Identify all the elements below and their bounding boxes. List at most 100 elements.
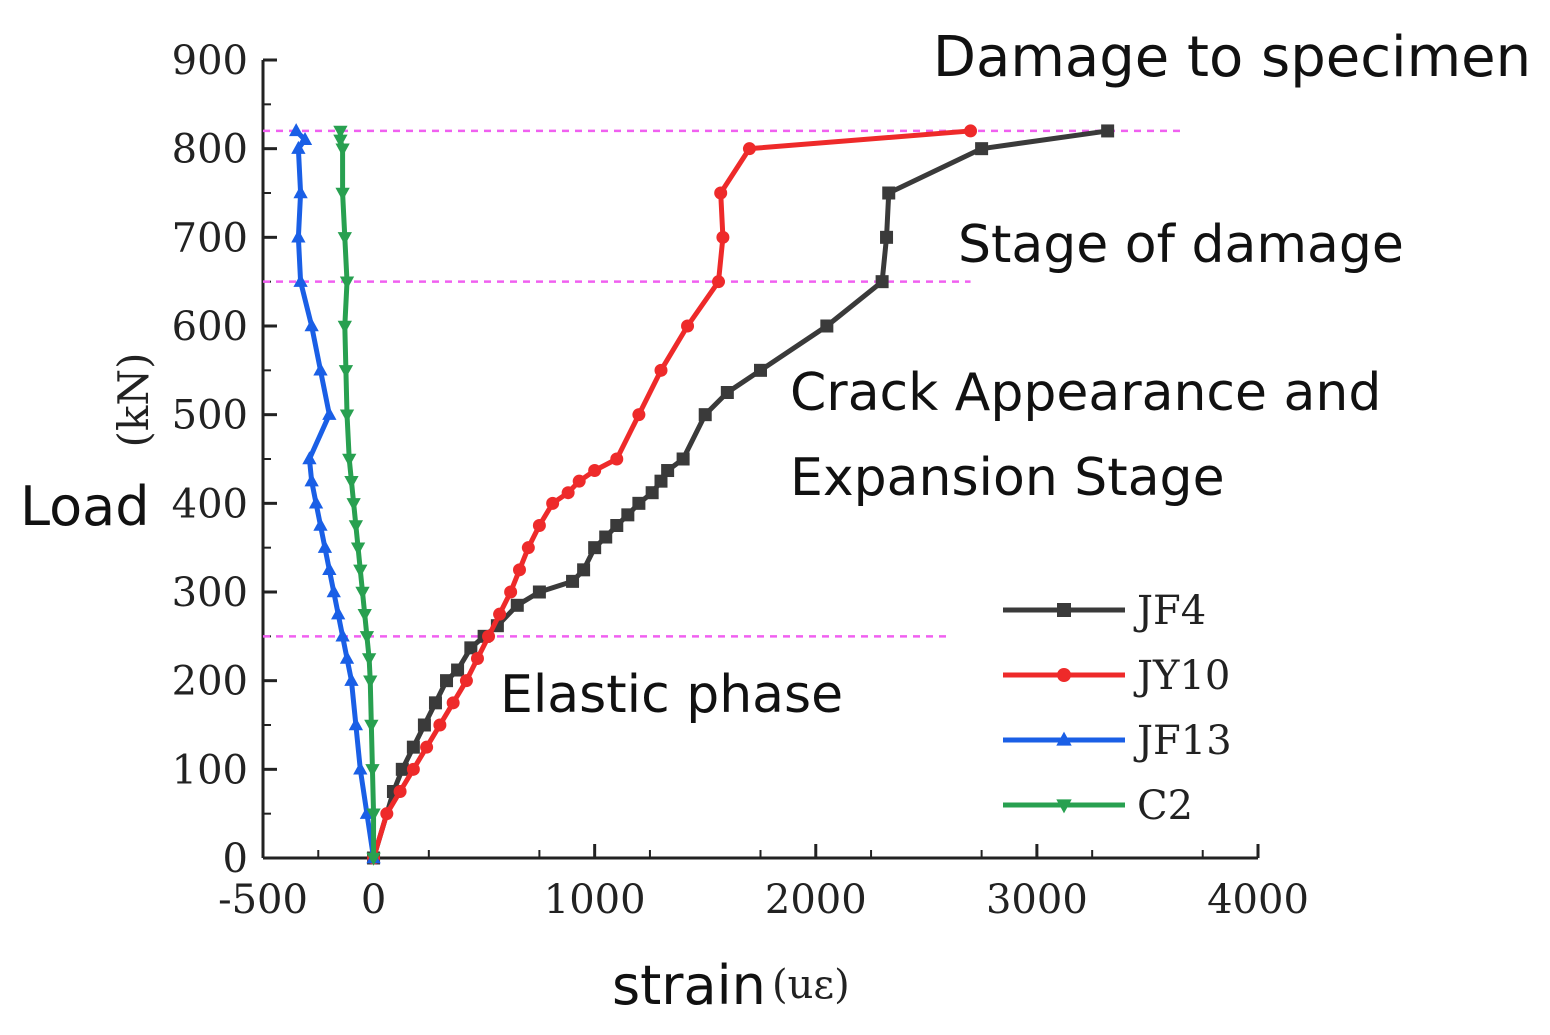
data-point bbox=[588, 464, 602, 478]
legend-label: JY10 bbox=[1133, 653, 1230, 699]
data-point bbox=[350, 542, 366, 556]
data-point bbox=[406, 762, 420, 776]
x-tick-label: 3000 bbox=[986, 877, 1088, 923]
data-point bbox=[313, 362, 328, 376]
x-axis-unit: (uε) bbox=[772, 962, 850, 1008]
data-point bbox=[291, 229, 306, 243]
data-point bbox=[322, 406, 337, 420]
data-point bbox=[346, 498, 361, 512]
series-jf13 bbox=[289, 123, 381, 864]
annotation-elastic-phase: Elastic phase bbox=[500, 665, 843, 725]
legend-item-jf4: JF4 bbox=[1003, 588, 1206, 634]
data-point bbox=[470, 652, 484, 665]
data-point bbox=[335, 187, 350, 201]
data-point bbox=[302, 451, 317, 465]
data-point bbox=[308, 495, 324, 509]
data-point bbox=[361, 653, 377, 667]
data-point bbox=[504, 585, 518, 599]
data-point bbox=[304, 318, 319, 332]
series-line bbox=[294, 129, 377, 859]
data-point bbox=[610, 452, 624, 466]
series-line bbox=[371, 128, 971, 859]
data-point bbox=[493, 607, 507, 621]
data-point bbox=[344, 475, 359, 489]
y-tick-label: 500 bbox=[172, 393, 248, 439]
data-point bbox=[714, 186, 728, 200]
data-point bbox=[698, 408, 712, 422]
y-tick-label: 300 bbox=[172, 570, 248, 616]
legend-label: JF4 bbox=[1133, 588, 1206, 634]
y-tick-label: 400 bbox=[172, 481, 248, 527]
data-point bbox=[339, 409, 355, 423]
x-tick-label: 0 bbox=[361, 877, 386, 923]
data-point bbox=[366, 808, 381, 822]
data-point bbox=[459, 674, 473, 688]
data-point bbox=[464, 641, 478, 655]
x-tick-label: 2000 bbox=[765, 877, 867, 923]
y-axis-unit: (kN) bbox=[109, 353, 158, 448]
data-point bbox=[572, 474, 586, 488]
data-point bbox=[417, 718, 431, 732]
data-point bbox=[420, 740, 434, 754]
data-point bbox=[621, 508, 635, 522]
data-point bbox=[357, 608, 372, 622]
data-point bbox=[406, 740, 420, 754]
data-point bbox=[363, 675, 378, 689]
data-point bbox=[716, 230, 730, 244]
legend-label: JF13 bbox=[1133, 718, 1232, 764]
data-point bbox=[289, 123, 304, 137]
data-point bbox=[331, 606, 346, 620]
data-point bbox=[510, 598, 524, 612]
data-point bbox=[348, 717, 364, 731]
data-point bbox=[366, 852, 381, 866]
data-point bbox=[335, 143, 350, 157]
data-point bbox=[882, 186, 896, 200]
data-point bbox=[317, 539, 333, 553]
annotation-crack-appearance-line2: Expansion Stage bbox=[790, 448, 1225, 508]
data-point bbox=[566, 574, 580, 588]
data-point bbox=[342, 453, 357, 467]
data-point bbox=[451, 663, 465, 677]
y-tick-label: 900 bbox=[172, 38, 248, 84]
data-point bbox=[681, 319, 695, 333]
data-point bbox=[546, 496, 560, 510]
data-point bbox=[521, 541, 535, 555]
data-point bbox=[975, 142, 989, 156]
data-point bbox=[754, 363, 767, 377]
data-point bbox=[355, 586, 370, 600]
data-point bbox=[297, 132, 313, 145]
data-point bbox=[364, 719, 379, 733]
x-tick-label: 4000 bbox=[1207, 877, 1309, 923]
data-point bbox=[880, 230, 894, 244]
data-point bbox=[338, 365, 354, 379]
data-point bbox=[333, 134, 348, 148]
data-point bbox=[293, 185, 308, 199]
annotation-damage-to-specimen: Damage to specimen bbox=[933, 25, 1531, 90]
legend-marker bbox=[1057, 668, 1071, 682]
data-point bbox=[365, 764, 380, 778]
legend-item-jy10: JY10 bbox=[1003, 653, 1230, 699]
annotation-stage-of-damage: Stage of damage bbox=[958, 215, 1404, 275]
data-point bbox=[820, 319, 834, 333]
data-point bbox=[433, 718, 447, 732]
data-point bbox=[428, 696, 442, 710]
data-point bbox=[720, 386, 734, 399]
y-axis-title: Load bbox=[20, 475, 150, 538]
data-point bbox=[291, 140, 306, 154]
data-point bbox=[654, 474, 668, 488]
y-tick-label: 100 bbox=[172, 747, 248, 793]
data-point bbox=[339, 650, 355, 664]
data-point bbox=[393, 785, 407, 798]
data-point bbox=[577, 563, 591, 577]
data-point bbox=[661, 464, 675, 478]
x-tick-label: -500 bbox=[218, 877, 308, 923]
data-point bbox=[632, 408, 646, 422]
y-tick-label: 700 bbox=[172, 215, 248, 261]
data-point bbox=[532, 585, 546, 599]
legend-item-c2: C2 bbox=[1003, 783, 1193, 829]
legend-marker bbox=[1057, 603, 1071, 617]
data-point bbox=[322, 562, 337, 576]
data-point bbox=[482, 629, 496, 643]
data-point bbox=[337, 320, 352, 334]
